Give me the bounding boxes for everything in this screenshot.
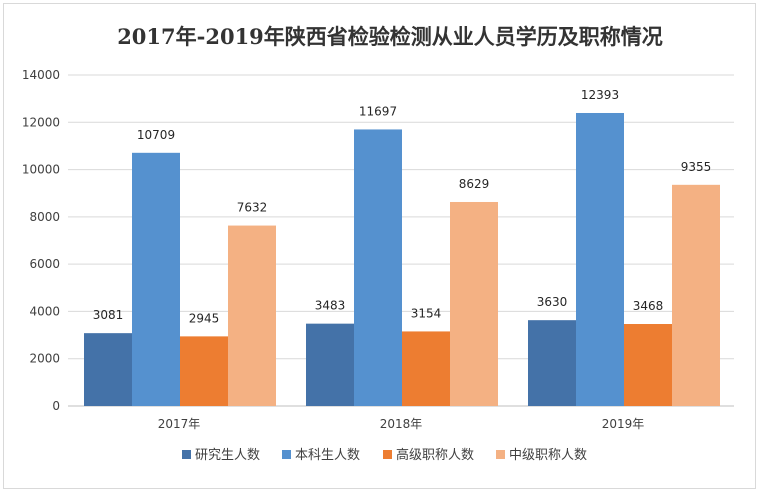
- y-tick-label: 14000: [22, 68, 60, 82]
- bar: [132, 152, 180, 406]
- data-label: 2945: [189, 311, 220, 325]
- y-tick-label: 6000: [29, 257, 60, 271]
- legend-item[interactable]: 研究生人数: [182, 448, 260, 463]
- data-label: 3081: [93, 308, 124, 322]
- y-tick-label: 0: [52, 399, 60, 413]
- legend-item[interactable]: 本科生人数: [282, 448, 360, 463]
- bar: [228, 225, 276, 406]
- data-label: 3483: [315, 299, 346, 313]
- legend-label: 高级职称人数: [396, 447, 474, 463]
- bar: [528, 320, 576, 406]
- legend-swatch: [182, 450, 191, 459]
- data-labels: 3081 10709 2945 7632 3483 11697 3154 8629 3630 12…: [93, 88, 712, 325]
- legend-label: 中级职称人数: [509, 448, 587, 463]
- legend-swatch: [496, 450, 505, 459]
- bar: [450, 201, 498, 406]
- data-label: 8629: [459, 177, 490, 191]
- bar-chart: 2017年-2019年陕西省检验检测从业人员学历及职称情况 0 2000 4000 6…: [22, 24, 734, 463]
- y-tick-label: 2000: [29, 352, 60, 366]
- bar: [402, 331, 450, 406]
- y-tick-label: 12000: [22, 115, 60, 129]
- chart-title: 2017年-2019年陕西省检验检测从业人员学历及职称情况: [117, 24, 663, 49]
- data-label: 12393: [581, 88, 619, 102]
- bars: [84, 112, 720, 406]
- legend[interactable]: 研究生人数 本科生人数 高级职称人数 中级职称人数: [182, 447, 587, 463]
- bar: [624, 324, 672, 406]
- legend-label: 本科生人数: [295, 448, 360, 463]
- chart-frame: 2017年-2019年陕西省检验检测从业人员学历及职称情况 0 2000 4000 6…: [3, 3, 756, 489]
- legend-swatch: [282, 450, 291, 459]
- data-label: 3468: [633, 299, 664, 313]
- y-axis: 0 2000 4000 6000 8000 10000 12000 14000: [22, 68, 60, 413]
- legend-item[interactable]: 高级职称人数: [383, 447, 474, 463]
- x-tick-label: 2017年: [158, 417, 201, 431]
- bar: [306, 323, 354, 406]
- legend-label: 研究生人数: [195, 448, 260, 463]
- bar: [84, 333, 132, 406]
- bar: [354, 129, 402, 406]
- data-label: 7632: [237, 201, 268, 215]
- bar: [576, 112, 624, 406]
- data-label: 3630: [537, 295, 568, 309]
- x-axis: 2017年 2018年 2019年: [158, 417, 645, 431]
- data-label: 11697: [359, 104, 397, 118]
- bar: [180, 336, 228, 406]
- y-tick-label: 4000: [29, 304, 60, 318]
- legend-item[interactable]: 中级职称人数: [496, 448, 587, 463]
- data-label: 3154: [411, 306, 442, 320]
- data-label: 10709: [137, 128, 175, 142]
- y-tick-label: 8000: [29, 210, 60, 224]
- x-tick-label: 2019年: [602, 417, 645, 431]
- legend-swatch: [383, 450, 392, 459]
- bar: [672, 184, 720, 406]
- data-label: 9355: [681, 160, 712, 174]
- y-tick-label: 10000: [22, 163, 60, 177]
- x-tick-label: 2018年: [380, 417, 423, 431]
